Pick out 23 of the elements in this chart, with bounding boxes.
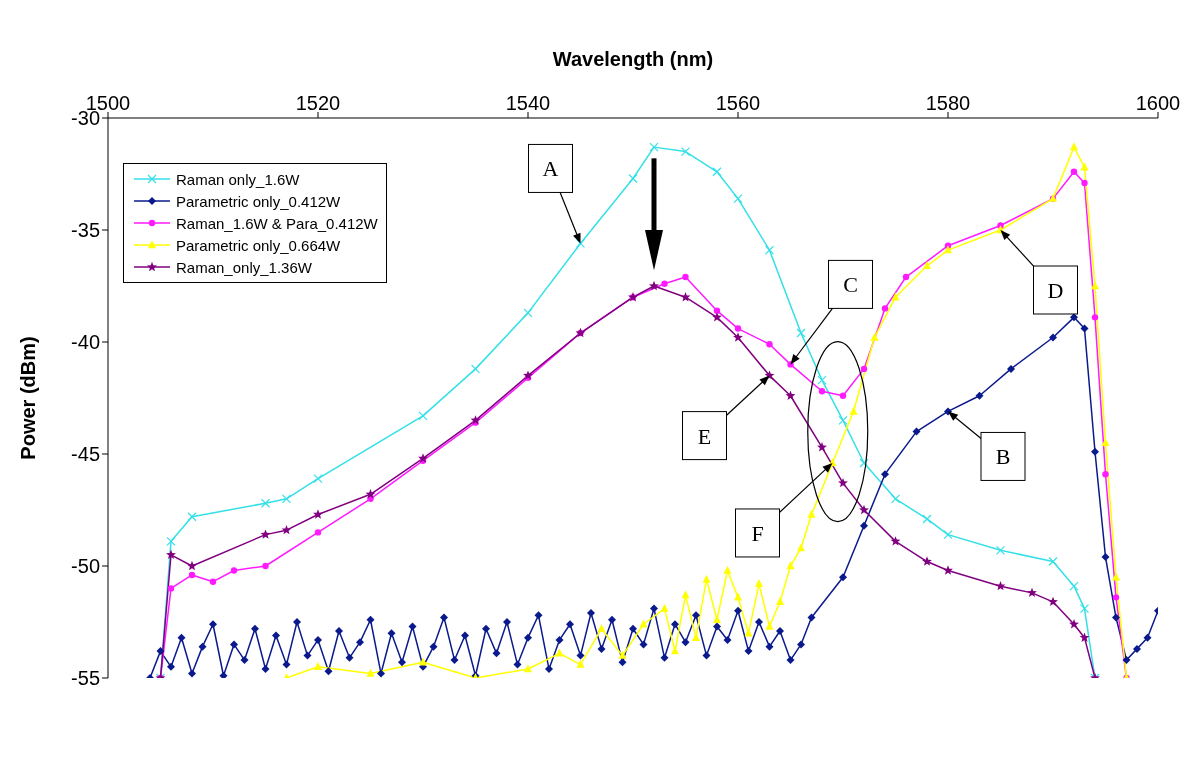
- legend-label: Raman only_1.6W: [176, 170, 300, 188]
- legend-label: Parametric only_0.412W: [176, 192, 341, 210]
- annotation: B: [995, 444, 1011, 470]
- y-tick-label: -35: [71, 219, 100, 242]
- x-tick-label: 1560: [715, 92, 761, 114]
- annotation: A: [542, 156, 559, 182]
- y-tick-label: -40: [71, 331, 100, 354]
- y-tick-label: -45: [71, 443, 100, 466]
- annotation: F: [751, 520, 764, 546]
- annotation: E: [697, 423, 712, 449]
- annotation: D: [1047, 278, 1064, 303]
- x-tick-label: 1540: [505, 92, 551, 114]
- legend-label: Raman_1.6W & Para_0.412W: [176, 214, 378, 232]
- y-tick-label: -55: [71, 667, 100, 690]
- legend-label: Parametric only_0.664W: [176, 236, 341, 254]
- x-tick-label: 1600: [1135, 92, 1181, 114]
- y-axis-title: Power (dBm): [17, 336, 40, 460]
- x-tick-label: 1580: [925, 92, 971, 114]
- x-axis-title: Wavelength (nm): [552, 48, 714, 70]
- annotation: C: [843, 272, 858, 298]
- x-tick-label: 1520: [295, 92, 341, 114]
- y-tick-label: -50: [71, 555, 100, 578]
- legend-label: Raman_only_1.36W: [176, 258, 312, 276]
